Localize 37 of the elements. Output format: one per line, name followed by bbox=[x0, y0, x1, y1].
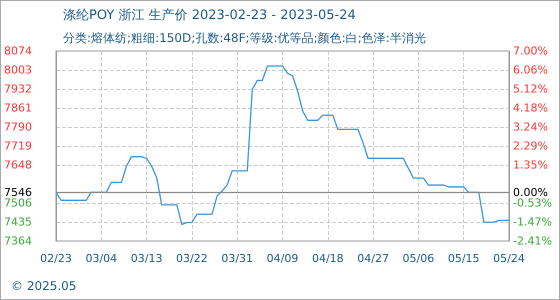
y-tick-label: 8074 bbox=[4, 44, 32, 58]
x-tick-label: 05/15 bbox=[448, 252, 480, 265]
y-tick-label: 7364 bbox=[4, 234, 32, 248]
y-tick-label: 7719 bbox=[4, 140, 32, 152]
y2-tick-label: -1.47% bbox=[513, 216, 552, 229]
chart-subtitle: 分类:熔体纺;粗细:150D;孔数:48F;等级:优等品;颜色:白;色泽:半消光 bbox=[63, 31, 426, 45]
y2-tick-label: 4.18% bbox=[513, 101, 548, 114]
y-tick-label: 7546 bbox=[4, 186, 32, 199]
y-tick-label: 8003 bbox=[4, 64, 32, 76]
x-tick-label: 04/09 bbox=[266, 252, 298, 265]
y2-tick-label: 7.00% bbox=[513, 44, 548, 58]
y-tick-label: 7861 bbox=[4, 102, 32, 114]
x-tick-label: 04/18 bbox=[312, 252, 344, 265]
y2-tick-label: -0.53% bbox=[513, 196, 552, 210]
chart-title: 涤纶POY 浙江 生产价 2023-02-23 - 2023-05-24 bbox=[63, 8, 356, 23]
y-tick-label: 7932 bbox=[4, 82, 32, 96]
x-tick-label: 03/22 bbox=[176, 252, 208, 265]
y2-tick-label: 3.24% bbox=[513, 120, 548, 134]
y2-tick-label: 6.06% bbox=[513, 63, 548, 76]
x-tick-label: 05/06 bbox=[402, 252, 434, 265]
y2-tick-label: 2.29% bbox=[513, 140, 548, 153]
y2-tick-label: 1.35% bbox=[513, 158, 548, 172]
y-tick-label: 7506 bbox=[4, 196, 32, 210]
y2-tick-label: -2.41% bbox=[513, 234, 552, 248]
y2-tick-label: 0.00% bbox=[513, 186, 548, 199]
y-tick-label: 7790 bbox=[4, 120, 32, 134]
text: © 2025.05 bbox=[11, 279, 76, 293]
y-tick-label: 7648 bbox=[4, 158, 32, 172]
y2-tick-label: 5.12% bbox=[513, 82, 548, 96]
x-tick-label: 03/13 bbox=[130, 252, 162, 265]
x-tick-label: 05/24 bbox=[493, 252, 525, 265]
x-tick-label: 03/04 bbox=[85, 252, 118, 265]
line-series bbox=[55, 65, 510, 226]
x-tick-label: 04/27 bbox=[357, 252, 389, 265]
x-tick-label: 03/31 bbox=[221, 252, 254, 265]
x-tick-label: 02/23 bbox=[40, 252, 72, 265]
y-tick-label: 7435 bbox=[4, 216, 32, 228]
